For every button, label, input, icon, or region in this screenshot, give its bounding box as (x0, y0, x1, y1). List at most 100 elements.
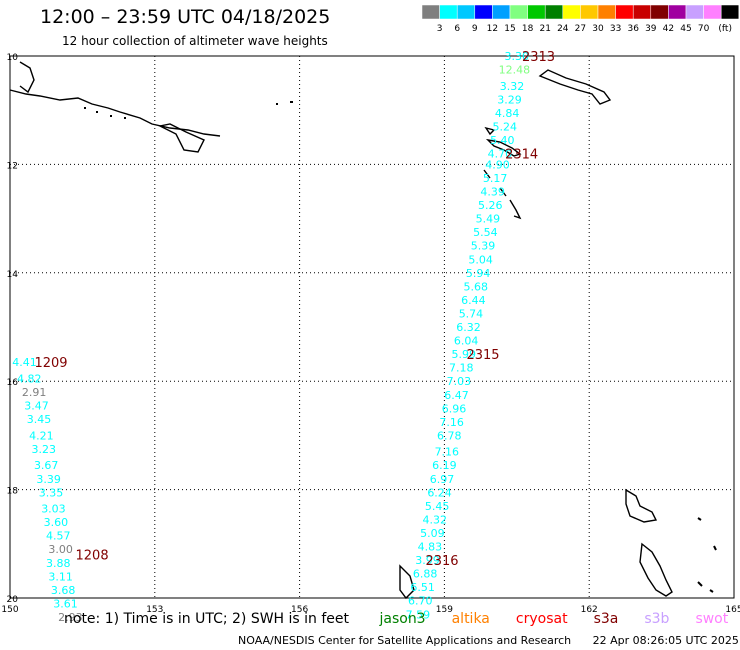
wave-height-value: 6.78 (437, 429, 462, 442)
wave-height-value: 3.39 (36, 473, 61, 486)
wave-height-value: 5.09 (420, 527, 445, 540)
legend-tick-label: 24 (557, 24, 569, 34)
wave-height-value: 5.17 (483, 172, 508, 185)
lon-tick-label: 162 (581, 605, 598, 615)
coastline-se-island-2 (639, 542, 673, 597)
lon-tick-label: 159 (436, 605, 453, 615)
lat-tick-label: 14 (7, 270, 19, 280)
legend-swatch (474, 4, 493, 20)
wave-height-value: 3.32 (500, 80, 525, 93)
coastline-islet-dots (84, 101, 293, 119)
satellite-s3a: s3a (593, 611, 619, 627)
wave-height-value: 6.88 (413, 568, 438, 581)
legend-tick-label: 36 (627, 24, 639, 34)
wave-height-value: 7.16 (435, 446, 460, 459)
wave-height-value: 12.48 (499, 64, 531, 77)
wave-height-value: 5.39 (471, 240, 496, 253)
legend-swatch (580, 4, 599, 20)
coastline-ne-island-2 (484, 126, 522, 157)
track-id-label: 2316 (425, 554, 458, 569)
color-legend: 3 6 9 12 15 18 21 24 27 30 33 36 39 42 45 70 (ft) (421, 4, 740, 34)
lon-tick-label: 150 (1, 605, 18, 615)
track-2316: 6.886.516.707.59 2316 (406, 554, 459, 621)
wave-height-value: 5.24 (492, 120, 517, 133)
wave-height-value: 5.54 (473, 226, 498, 239)
wave-height-value: 7.16 (439, 416, 464, 429)
track-id-label: 2315 (466, 348, 499, 363)
wave-height-value: 6.70 (408, 595, 433, 608)
wave-height-value: 3.23 (32, 443, 57, 456)
wave-height-value: 6.24 (427, 486, 452, 499)
legend-swatch (544, 4, 564, 20)
legend-swatch (650, 4, 669, 20)
wave-height-value: 7.03 (447, 375, 472, 388)
wave-height-value: 3.35 (39, 486, 64, 499)
lat-tick-label: 12 (7, 161, 18, 171)
wave-height-value: 6.32 (456, 321, 481, 334)
wave-height-value: 5.26 (478, 199, 503, 212)
coastline-ne-island-3 (483, 169, 522, 220)
coastline-south-island (399, 564, 415, 600)
legend-swatch (685, 4, 704, 20)
wave-height-value: 4.32 (422, 513, 447, 526)
wave-height-value: 7.59 (406, 608, 431, 621)
legend-tick-label: 30 (592, 24, 604, 34)
legend-tick-label: 42 (663, 24, 674, 34)
lon-tick-label: 153 (146, 605, 163, 615)
wave-height-value: 5.68 (464, 280, 489, 293)
wave-height-value: 5.74 (459, 307, 484, 320)
coastline-ne-island-1 (538, 69, 612, 105)
legend-swatch (632, 4, 652, 20)
wave-height-value: 3.99 (415, 554, 440, 567)
wave-height-value: 3.60 (44, 516, 69, 529)
legend-swatch (615, 4, 634, 20)
wave-height-value: 4.21 (29, 429, 54, 442)
track-id-label: 2313 (522, 50, 555, 65)
legend-swatch (527, 4, 546, 20)
legend-swatch (597, 4, 616, 20)
wave-height-value: 6.04 (454, 335, 479, 348)
wave-height-value: 3.29 (497, 93, 522, 106)
wave-height-value: 6.96 (442, 402, 467, 415)
wave-height-value: 4.39 (480, 186, 505, 199)
lon-tick-label: 165 (725, 605, 740, 615)
legend-swatch (720, 4, 740, 20)
wave-height-value: 5.45 (425, 500, 450, 513)
track-1208: 3.003.883.113.683.612.93 1208 (46, 543, 109, 624)
wave-height-value: 2.91 (22, 386, 47, 399)
wave-height-value: 5.40 (490, 134, 515, 147)
lat-tick-label: 18 (7, 487, 19, 497)
legend-tick-label: 33 (610, 24, 621, 34)
wave-height-value: 2.93 (58, 611, 83, 624)
wave-height-value: 5.99 (451, 348, 476, 361)
legend-swatch (562, 4, 581, 20)
track-1209: 4.41 4.822.913.473.45 4.213.23 3.673.393.35… (12, 356, 70, 542)
wave-height-value: 5.94 (466, 267, 491, 280)
wave-height-value: 3.11 (48, 570, 73, 583)
footer-credit: NOAA/NESDIS Center for Satellite Applica… (238, 634, 739, 647)
wave-height-value: 6.19 (432, 459, 457, 472)
coastline-nw-island (9, 61, 221, 137)
lat-tick-label: 10 (7, 53, 19, 63)
legend-tick-label: 45 (680, 24, 691, 34)
wave-height-value: 3.67 (34, 459, 59, 472)
legend-tick-label: 70 (698, 24, 710, 34)
legend-tick-label: 39 (645, 24, 657, 34)
wave-height-value: 6.44 (461, 294, 486, 307)
satellite-swot: swot (695, 611, 729, 627)
wave-height-value: 4.41 (12, 356, 37, 369)
satellite-altika: altika (451, 611, 490, 627)
map-frame (9, 55, 735, 599)
footer-note: note: 1) Time is in UTC; 2) SWH is in fe… (64, 611, 728, 627)
legend-swatch (421, 4, 440, 20)
wave-height-value: 3.00 (48, 543, 73, 556)
legend-tick-label: 21 (539, 24, 550, 34)
coastlines (9, 61, 717, 600)
legend-tick-label: 9 (472, 24, 478, 34)
units-note: note: 1) Time is in UTC; 2) SWH is in fe… (64, 611, 350, 627)
legend-tick-label: 18 (522, 24, 534, 34)
coastline-se-island-1 (625, 488, 658, 523)
timestamp: 22 Apr 08:26:05 UTC 2025 (592, 634, 739, 647)
wave-height-value: 3.61 (53, 597, 78, 610)
